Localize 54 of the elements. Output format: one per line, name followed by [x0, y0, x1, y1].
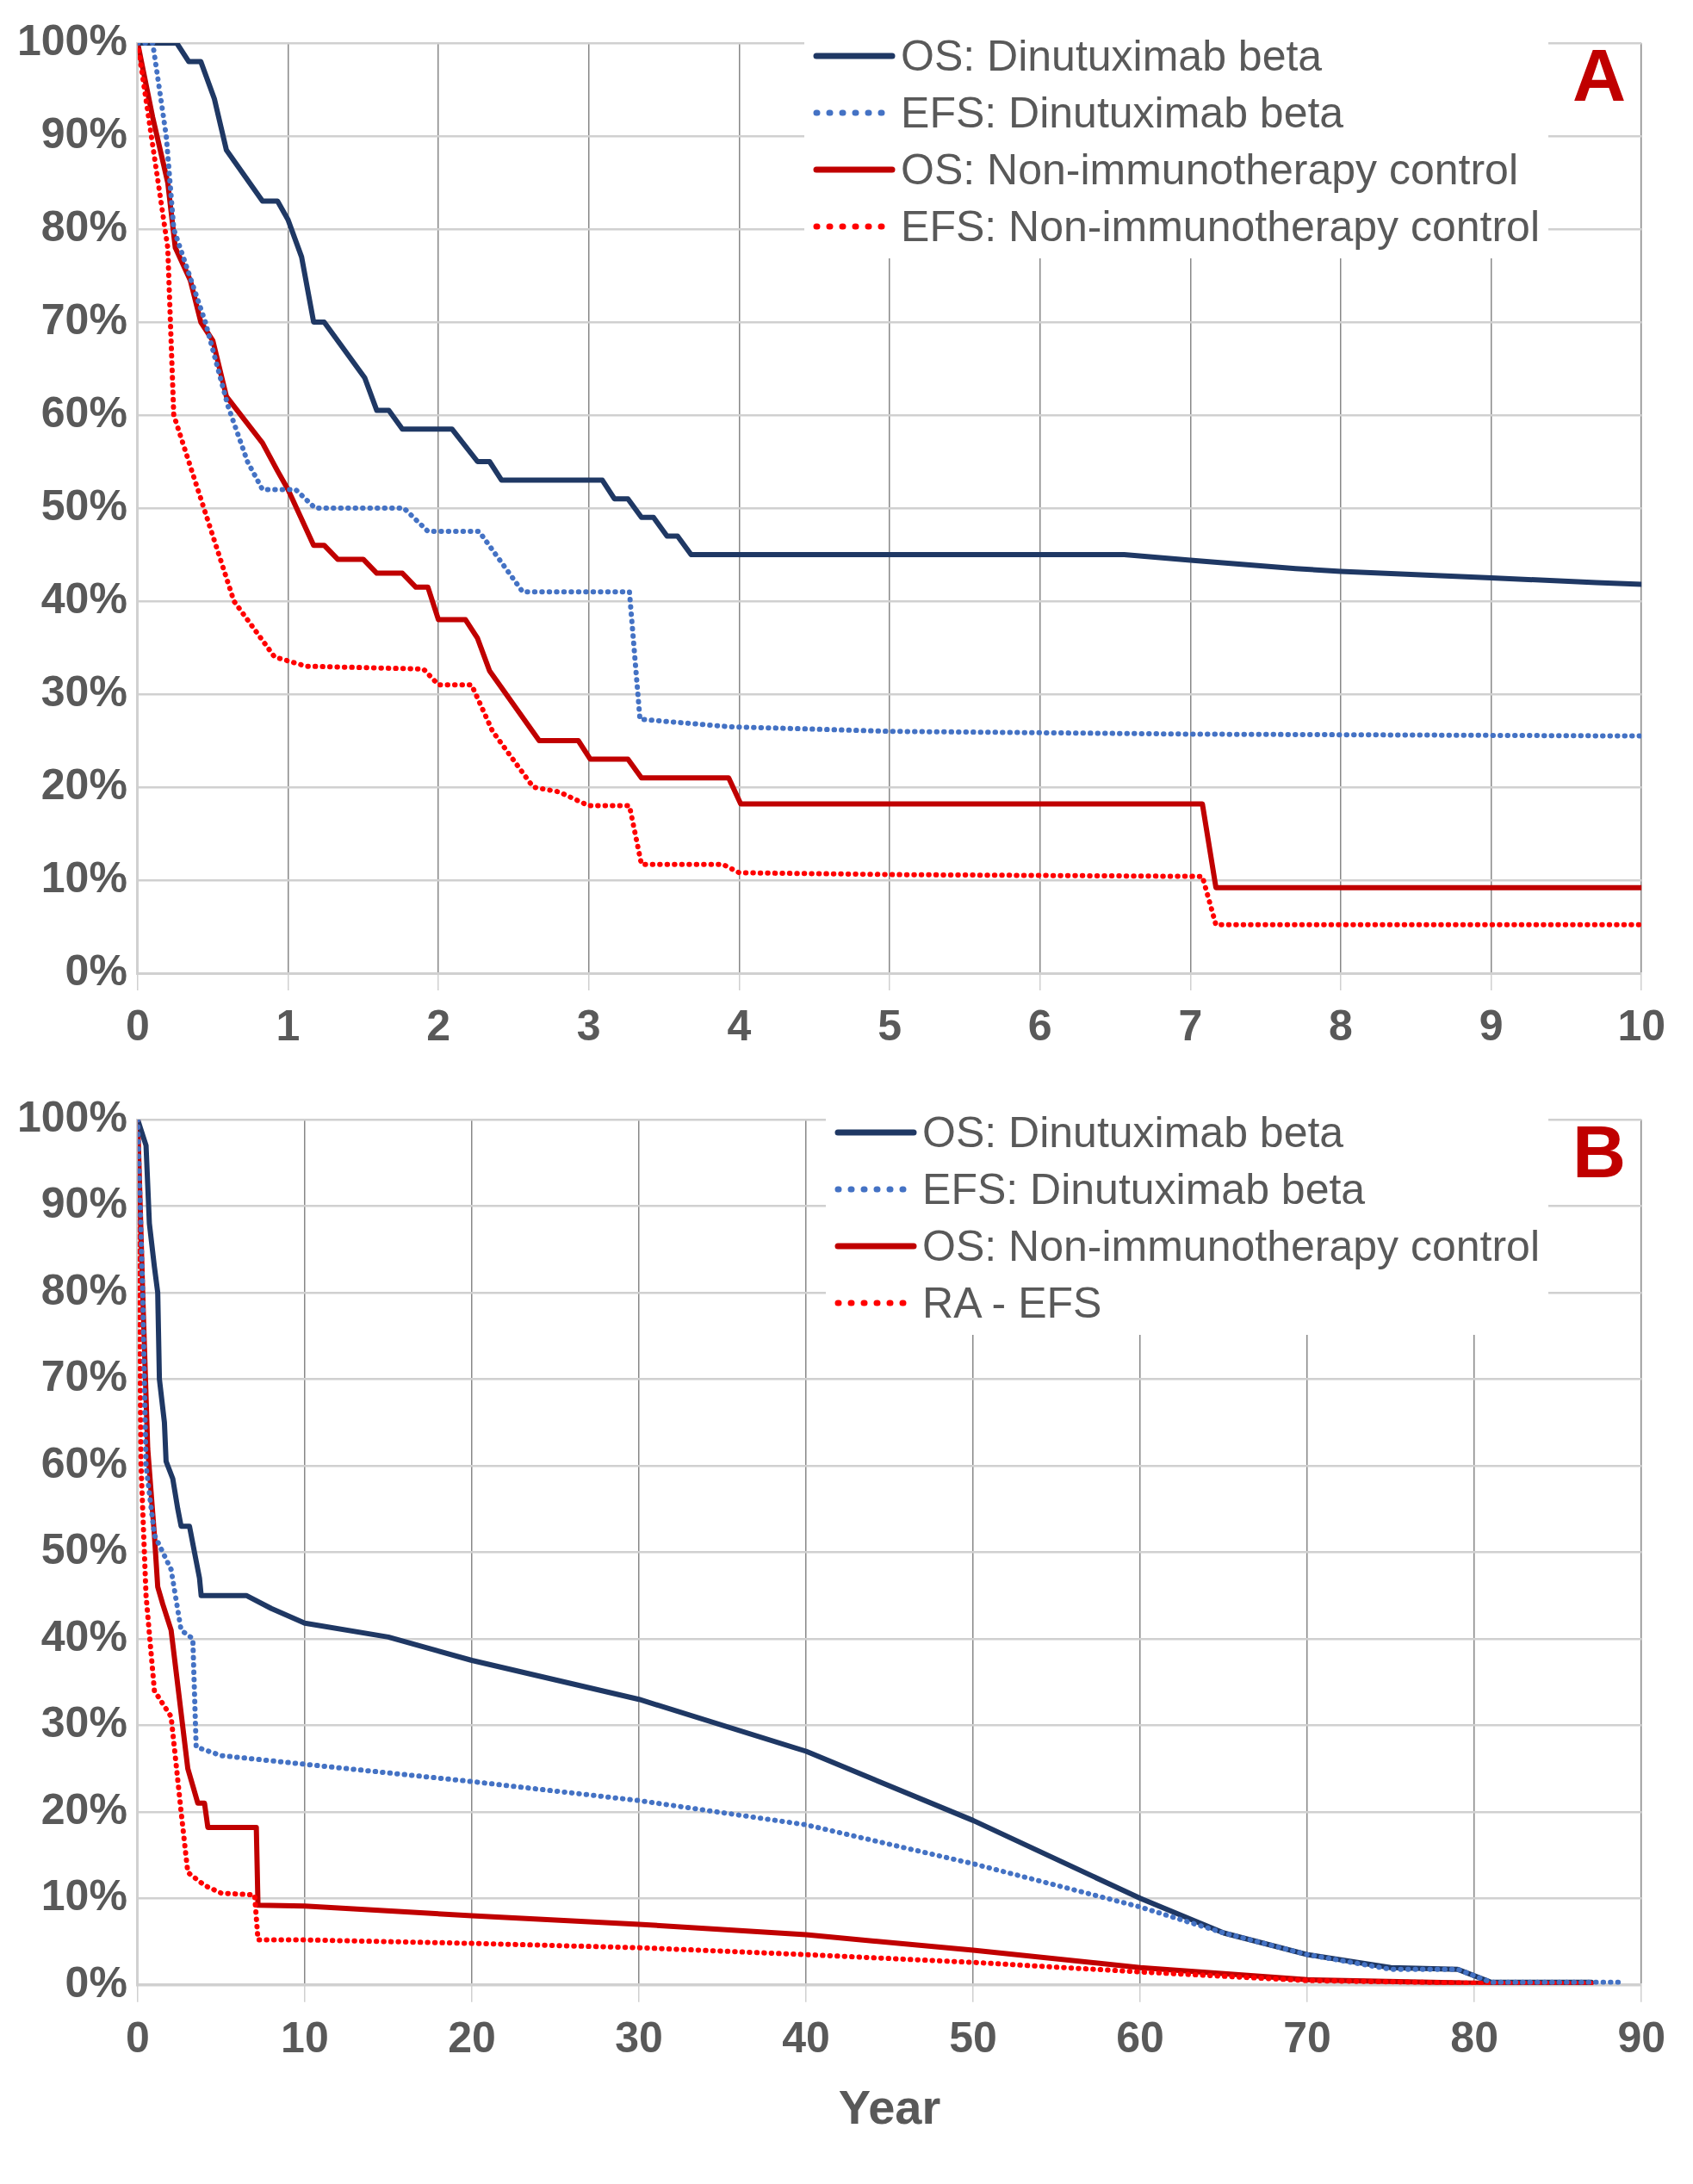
y-tick-label: 90% [40, 1179, 127, 1228]
y-tick-label: 90% [40, 109, 127, 158]
x-tick-label: 60 [1116, 2013, 1164, 2062]
y-tick-label: 0% [65, 1958, 127, 2007]
x-tick-label: 1 [276, 1001, 301, 1050]
legend-label: OS: Non-immunotherapy control [901, 145, 1518, 195]
x-tick-label: 0 [125, 2013, 150, 2062]
y-tick-label: 60% [40, 388, 127, 437]
x-tick-label: 2 [426, 1001, 451, 1050]
y-tick-label: 60% [40, 1438, 127, 1487]
y-tick-label: 10% [40, 853, 127, 902]
x-tick-label: 40 [782, 2013, 830, 2062]
x-tick-label: 80 [1450, 2013, 1498, 2062]
legend-label: EFS: Dinutuximab beta [922, 1164, 1366, 1214]
x-tick-label: 3 [576, 1001, 601, 1050]
x-axis-title: Year [838, 2079, 941, 2134]
x-tick-label: 4 [727, 1001, 752, 1050]
x-tick-label: 8 [1329, 1001, 1353, 1050]
y-tick-label: 40% [40, 1611, 127, 1660]
x-tick-label: 5 [878, 1001, 902, 1050]
annotation: A [1572, 33, 1626, 118]
y-tick-label: 20% [40, 760, 127, 809]
y-tick-label: 0% [65, 946, 127, 995]
legend-label: OS: Dinutuximab beta [901, 31, 1323, 81]
x-tick-label: 7 [1178, 1001, 1203, 1050]
annotation: B [1572, 1109, 1626, 1194]
y-tick-label: 100% [16, 1092, 127, 1141]
y-tick-label: 30% [40, 667, 127, 716]
y-tick-label: 50% [40, 481, 127, 530]
x-tick-label: 6 [1027, 1001, 1052, 1050]
legend-label: EFS: Non-immunotherapy control [901, 202, 1540, 251]
x-tick-label: 70 [1283, 2013, 1331, 2062]
y-tick-label: 50% [40, 1525, 127, 1574]
legend-label: RA - EFS [922, 1278, 1102, 1328]
legend-label: OS: Non-immunotherapy control [922, 1221, 1540, 1271]
x-tick-label: 10 [1617, 1001, 1665, 1050]
x-tick-label: 10 [281, 2013, 329, 2062]
y-tick-label: 80% [40, 1265, 127, 1314]
y-tick-label: 30% [40, 1698, 127, 1747]
y-tick-label: 40% [40, 574, 127, 623]
y-tick-label: 70% [40, 295, 127, 344]
x-tick-label: 50 [949, 2013, 997, 2062]
x-tick-label: 90 [1617, 2013, 1665, 2062]
legend-label: EFS: Dinutuximab beta [901, 88, 1344, 138]
x-tick-label: 0 [125, 1001, 150, 1050]
y-tick-label: 100% [16, 16, 127, 65]
legend-label: OS: Dinutuximab beta [922, 1108, 1344, 1157]
y-tick-label: 20% [40, 1784, 127, 1833]
x-tick-label: 20 [448, 2013, 496, 2062]
y-tick-label: 70% [40, 1352, 127, 1401]
y-tick-label: 10% [40, 1871, 127, 1920]
x-tick-label: 30 [615, 2013, 663, 2062]
y-tick-label: 80% [40, 202, 127, 251]
x-tick-label: 9 [1479, 1001, 1504, 1050]
